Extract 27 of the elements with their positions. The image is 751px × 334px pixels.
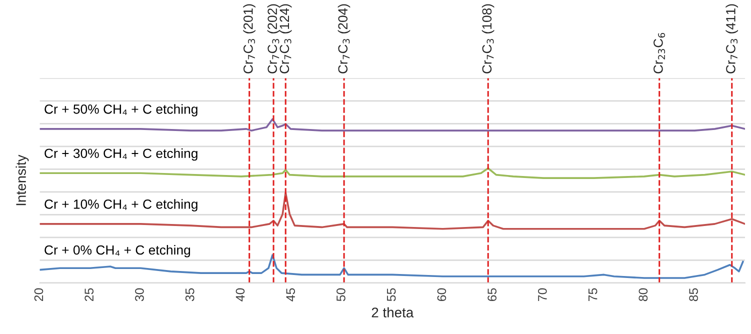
x-tick-label: 85: [689, 288, 698, 302]
x-tick-label: 25: [84, 288, 94, 302]
ref-line-label: Cr$_{7}$C$_{3}$ (204): [338, 4, 350, 74]
x-tick-label: 35: [185, 288, 194, 302]
ref-line-label: Cr$_{7}$C$_{3}$ (411): [726, 4, 738, 74]
series-label: Cr + 30% CH₄ + C etching: [44, 148, 198, 161]
ref-line-label: Cr$_{7}$C$_{3}$ (108): [482, 4, 494, 74]
x-tick-label: 30: [135, 288, 144, 302]
x-axis-title: 2 theta: [372, 307, 414, 318]
series-label: Cr + 50% CH₄ + C etching: [44, 104, 198, 116]
x-tick-label: 60: [437, 288, 446, 302]
x-tick-label: 80: [638, 288, 648, 302]
x-tick-label: 50: [336, 288, 346, 302]
x-tick-label: 70: [538, 288, 547, 302]
ref-line-label: Cr$_{7}$C$_{3}$ (202): [267, 4, 280, 74]
series-label: Cr + 0% CH₄ + C etching: [44, 244, 190, 258]
y-axis-title: Intensity: [16, 154, 29, 206]
ref-line-label: Cr$_{7}$C$_{3}$ (201): [243, 4, 256, 74]
x-tick-label: 20: [34, 288, 44, 302]
ref-line-label: Cr$_{7}$C$_{3}$ (124): [279, 4, 292, 74]
x-tick-label: 55: [387, 288, 396, 302]
x-tick-label: 40: [236, 288, 245, 302]
x-tick-label: 65: [488, 288, 496, 302]
x-tick-label: 45: [286, 288, 296, 302]
ref-line-label: Cr$_{23}$C$_{6}$: [654, 32, 666, 74]
series-label: Cr + 10% CH₄ + C etching: [44, 199, 198, 212]
x-tick-label: 75: [588, 288, 598, 302]
